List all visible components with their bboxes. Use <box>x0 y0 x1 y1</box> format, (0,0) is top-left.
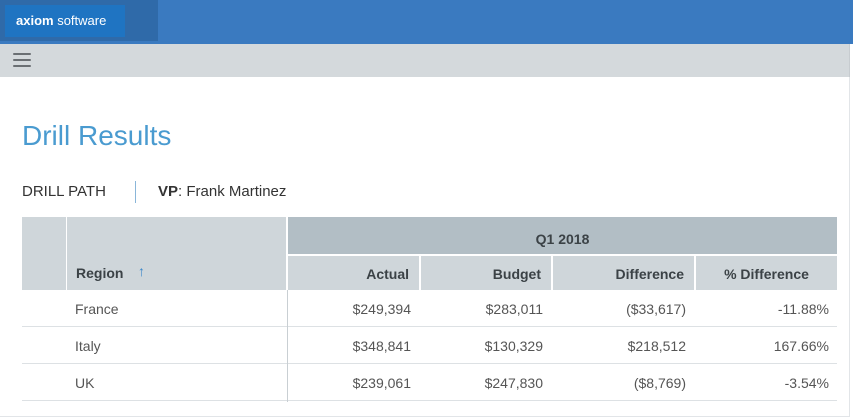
logo-text: axiom software <box>5 5 125 37</box>
table-row[interactable]: France $249,394 $283,011 ($33,617) -11.8… <box>22 290 837 327</box>
vp-label: VP <box>158 183 179 200</box>
region-cell: France <box>75 301 119 317</box>
region-cell: Italy <box>75 338 101 354</box>
table-row[interactable]: UK $239,061 $247,830 ($8,769) -3.54% <box>22 364 837 401</box>
actual-cell: $348,841 <box>352 338 411 354</box>
region-cell: UK <box>75 375 95 391</box>
difference-cell: ($8,769) <box>633 375 686 391</box>
drill-path-label: DRILL PATH <box>22 183 106 200</box>
budget-cell: $247,830 <box>484 375 543 391</box>
table-row[interactable]: Italy $348,841 $130,329 $218,512 167.66% <box>22 327 837 364</box>
sort-ascending-icon[interactable]: ↑ <box>138 263 145 279</box>
q1-2018-group-header: Q1 2018 <box>288 217 837 254</box>
results-table: Region ↑ Q1 2018 Actual Budget Differenc… <box>22 217 837 402</box>
difference-cell: $218,512 <box>627 338 686 354</box>
drill-path-divider <box>135 181 136 203</box>
toolbar <box>0 44 850 77</box>
top-bar: axiom software <box>0 0 853 44</box>
hamburger-menu-icon[interactable] <box>13 53 31 67</box>
row-header-spacer <box>22 217 66 290</box>
budget-cell: $283,011 <box>485 301 543 317</box>
difference-cell: ($33,617) <box>626 301 686 317</box>
pct-difference-cell: -11.88% <box>777 301 829 317</box>
page-title: Drill Results <box>22 120 172 151</box>
drill-path-vp: VP: Frank Martinez <box>158 183 286 200</box>
pct-difference-cell: 167.66% <box>773 338 829 354</box>
actual-cell: $239,061 <box>352 375 411 391</box>
region-header-label: Region <box>76 265 124 281</box>
vp-value: : Frank Martinez <box>178 183 287 200</box>
actual-column-header[interactable]: Actual <box>288 256 419 290</box>
region-column-header[interactable]: Region ↑ <box>67 217 286 290</box>
logo[interactable]: axiom software <box>0 0 158 41</box>
pct-difference-cell: -3.54% <box>784 375 829 391</box>
region-column-divider <box>287 290 288 402</box>
pct-difference-column-header[interactable]: % Difference <box>696 256 837 290</box>
difference-column-header[interactable]: Difference <box>553 256 694 290</box>
budget-column-header[interactable]: Budget <box>421 256 551 290</box>
group-header-label: Q1 2018 <box>535 231 590 247</box>
actual-cell: $249,394 <box>352 301 411 317</box>
budget-cell: $130,329 <box>484 338 543 354</box>
